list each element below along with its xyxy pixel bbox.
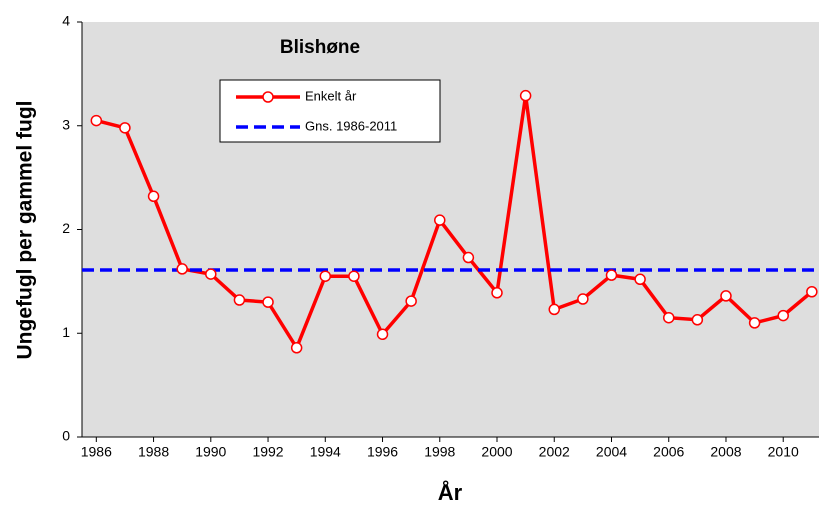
- data-point: [348, 270, 360, 282]
- x-tick-label: 1986: [81, 444, 112, 460]
- x-tick-label: 1988: [138, 444, 169, 460]
- data-point: [720, 290, 732, 302]
- data-point: [233, 294, 246, 306]
- y-tick-label: 3: [62, 116, 70, 132]
- data-point: [319, 270, 332, 282]
- x-tick-label: 2010: [768, 444, 799, 460]
- y-tick-label: 0: [62, 428, 70, 444]
- data-point: [205, 268, 217, 280]
- x-tick-label: 2004: [596, 444, 627, 460]
- data-point: [777, 309, 789, 322]
- plot-area: [82, 22, 819, 437]
- data-point: [519, 89, 532, 102]
- data-point: [605, 269, 618, 281]
- data-point: [376, 328, 389, 341]
- y-axis-title: Ungefugl per gammel fugl: [14, 100, 37, 359]
- data-point: [662, 311, 675, 324]
- data-point: [748, 317, 761, 329]
- data-point: [147, 190, 160, 203]
- legend-label: Enkelt år: [305, 88, 357, 103]
- x-tick-label: 2002: [539, 444, 570, 460]
- data-point: [290, 342, 303, 354]
- data-point: [548, 303, 561, 316]
- legend-label: Gns. 1986-2011: [305, 118, 397, 133]
- data-point: [405, 295, 417, 307]
- data-point: [491, 287, 503, 299]
- data-point: [176, 263, 188, 275]
- data-point: [119, 122, 131, 134]
- x-axis-title: År: [438, 479, 463, 505]
- data-point: [462, 251, 475, 264]
- data-point: [262, 296, 274, 308]
- x-tick-label: 1992: [252, 444, 283, 460]
- y-tick-label: 2: [62, 220, 70, 236]
- x-tick-label: 2006: [653, 444, 684, 460]
- x-tick-label: 2008: [710, 444, 741, 460]
- x-tick-label: 1994: [310, 444, 341, 460]
- legend: [219, 79, 441, 143]
- x-tick-label: 1998: [424, 444, 455, 460]
- data-point: [577, 293, 589, 305]
- chart-title: Blishøne: [280, 37, 360, 58]
- data-point: [634, 273, 646, 286]
- x-tick-label: 1996: [367, 444, 398, 460]
- data-point: [90, 114, 103, 127]
- data-point: [434, 214, 446, 226]
- data-point: [691, 314, 704, 326]
- y-tick-label: 1: [62, 324, 70, 340]
- legend-swatch-marker: [262, 91, 274, 103]
- x-tick-label: 1990: [195, 444, 226, 460]
- y-tick-label: 4: [62, 13, 70, 29]
- x-tick-label: 2000: [481, 444, 512, 460]
- data-point: [806, 286, 818, 298]
